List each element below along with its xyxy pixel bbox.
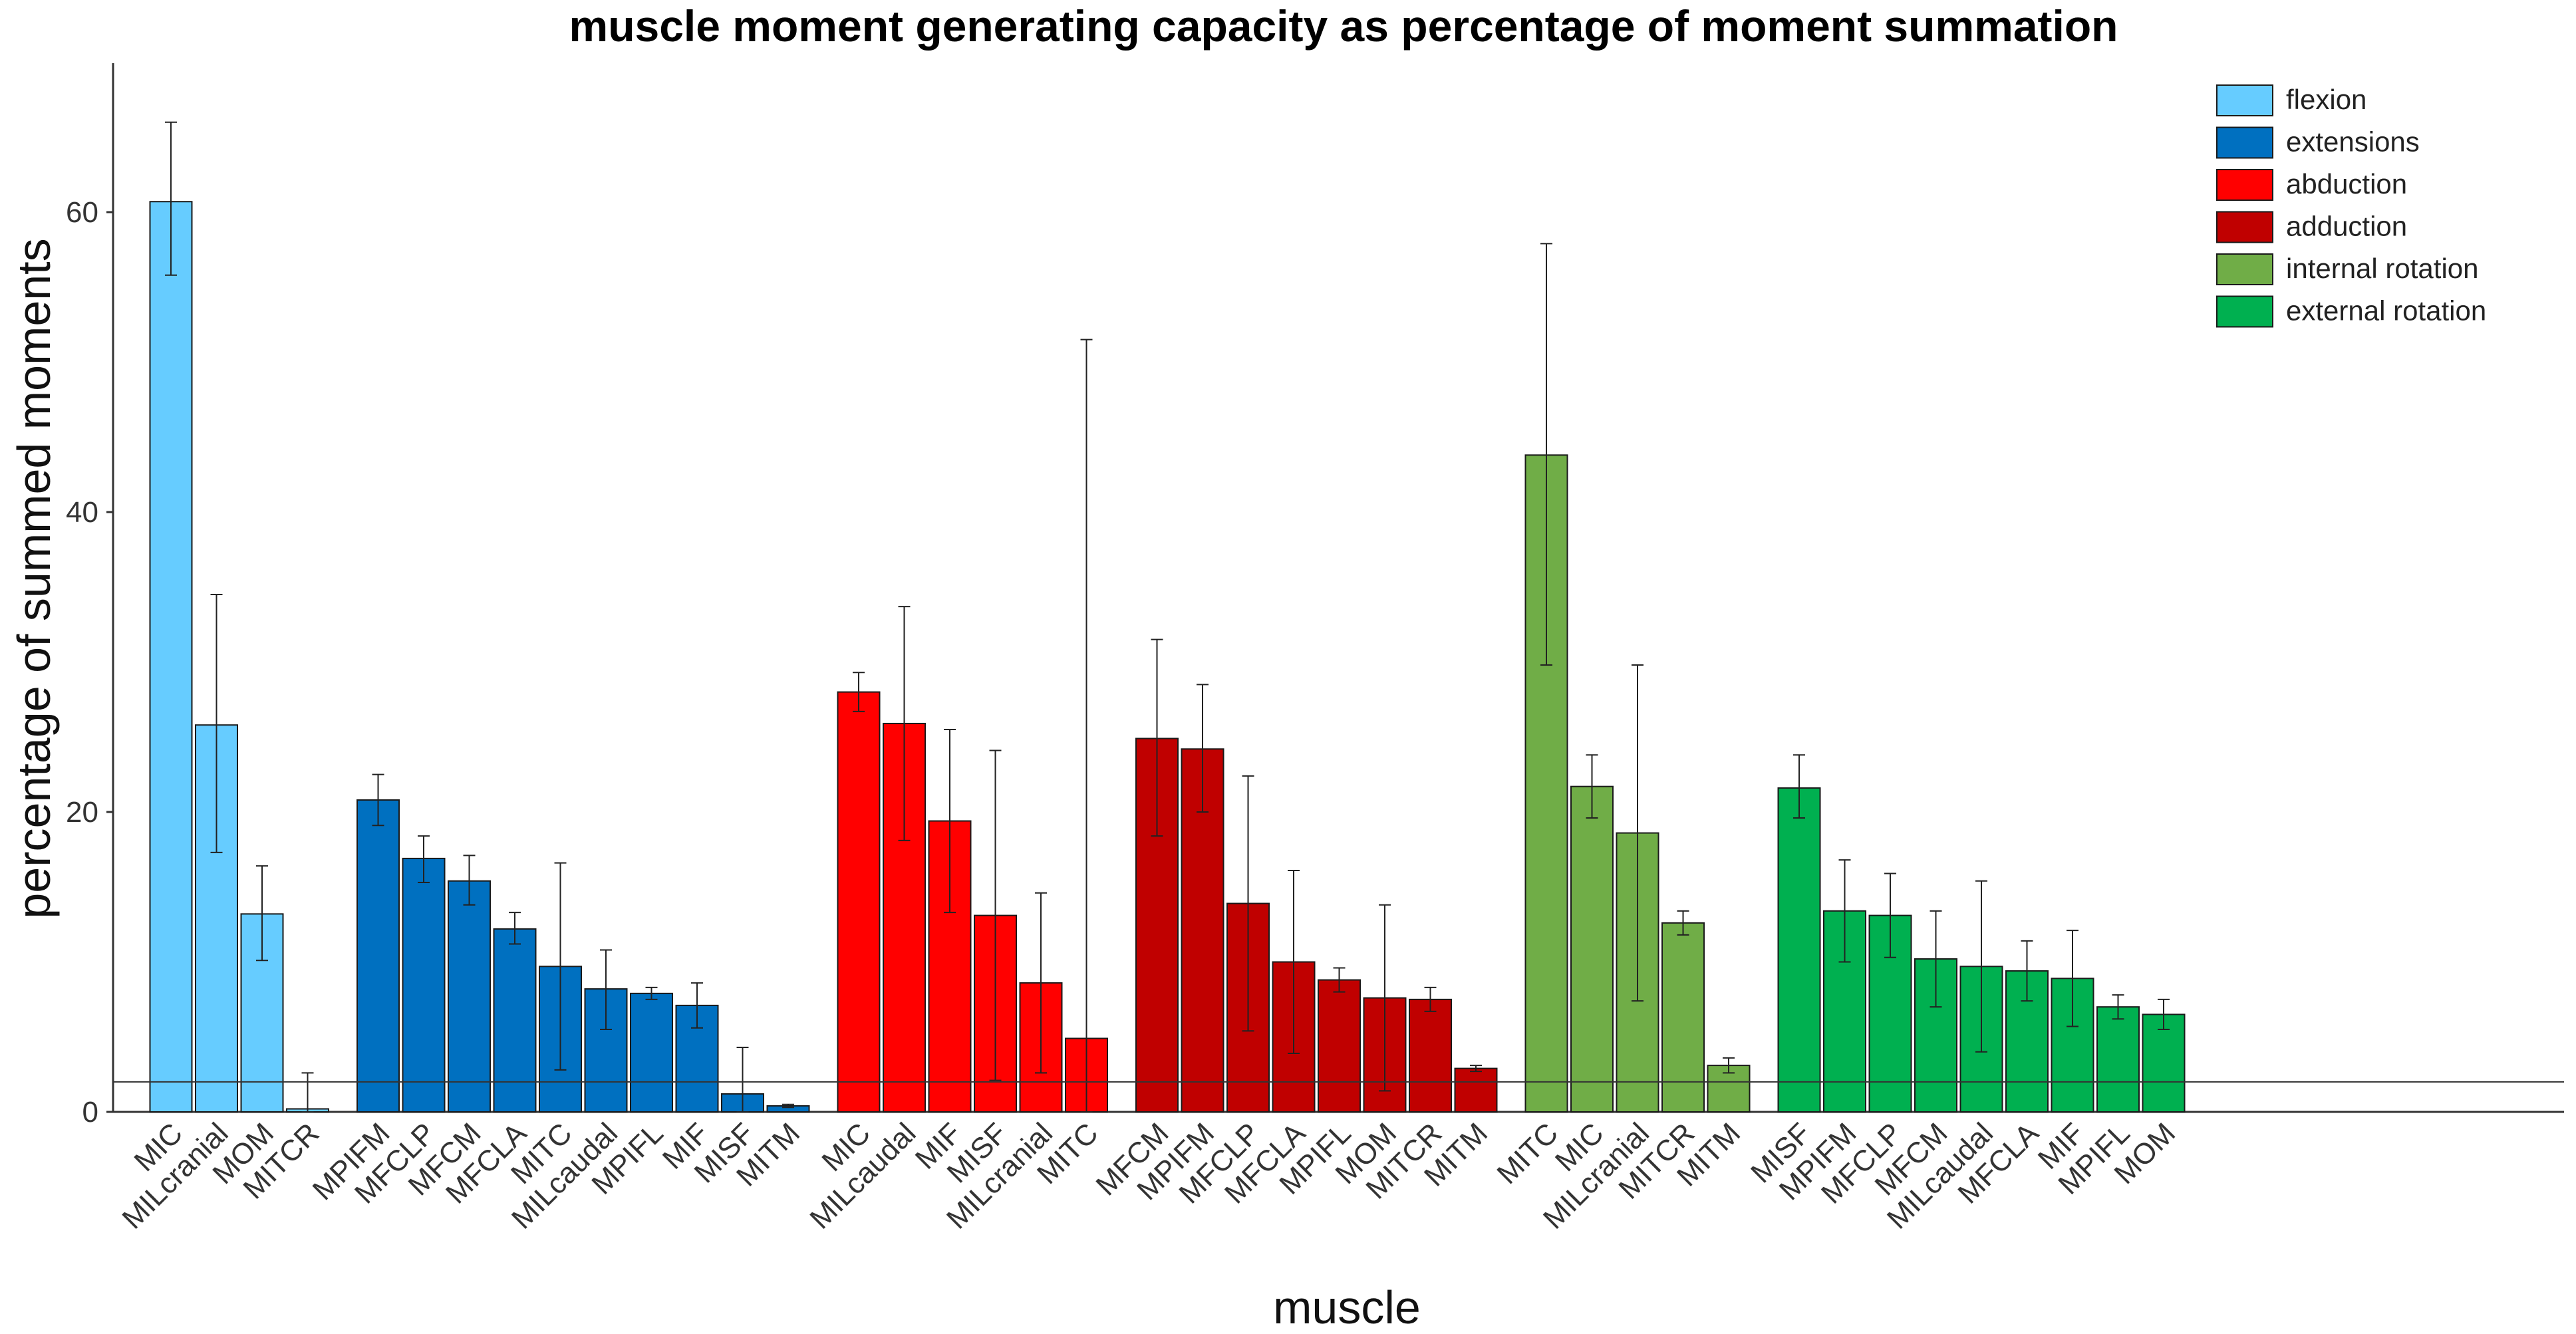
legend-label: extensions [2286,126,2420,158]
x-axis-label: muscle [1273,1281,1421,1333]
bar [149,201,193,1113]
bar [1777,787,1821,1113]
legend-label: abduction [2286,168,2407,200]
y-tick-label: 0 [82,1096,98,1129]
chart-title: muscle moment generating capacity as per… [569,1,2118,51]
bar [837,691,881,1113]
legend: flexion extensions abduction adduction inter… [2216,84,2486,328]
legend-swatch [2216,253,2273,285]
y-tick-label: 40 [66,496,98,529]
y-tick-label: 60 [66,196,98,229]
legend-swatch [2216,295,2273,328]
legend-label: external rotation [2286,295,2486,327]
legend-swatch [2216,211,2273,243]
y-axis-label: percentage of summed moments [8,238,60,918]
bar [493,928,537,1113]
y-tick-label: 20 [66,796,98,829]
bar [2142,1013,2186,1113]
bar [357,799,400,1113]
legend-swatch [2216,84,2273,116]
legend-swatch [2216,169,2273,201]
legend-swatch [2216,126,2273,159]
bar [1454,1067,1498,1113]
legend-label: adduction [2286,211,2407,242]
bar [448,880,491,1113]
bar [1570,785,1614,1113]
legend-label: internal rotation [2286,253,2479,284]
bar [402,857,446,1113]
bar [630,992,673,1113]
legend-label: flexion [2286,84,2366,115]
bar [1661,922,1705,1113]
bar [2096,1006,2140,1113]
bar [1318,979,1361,1113]
plot-area: 0204060MICMILcranialMOMMITCRMPIFMMFCLPMF… [66,63,2564,1236]
bar [1409,998,1452,1113]
